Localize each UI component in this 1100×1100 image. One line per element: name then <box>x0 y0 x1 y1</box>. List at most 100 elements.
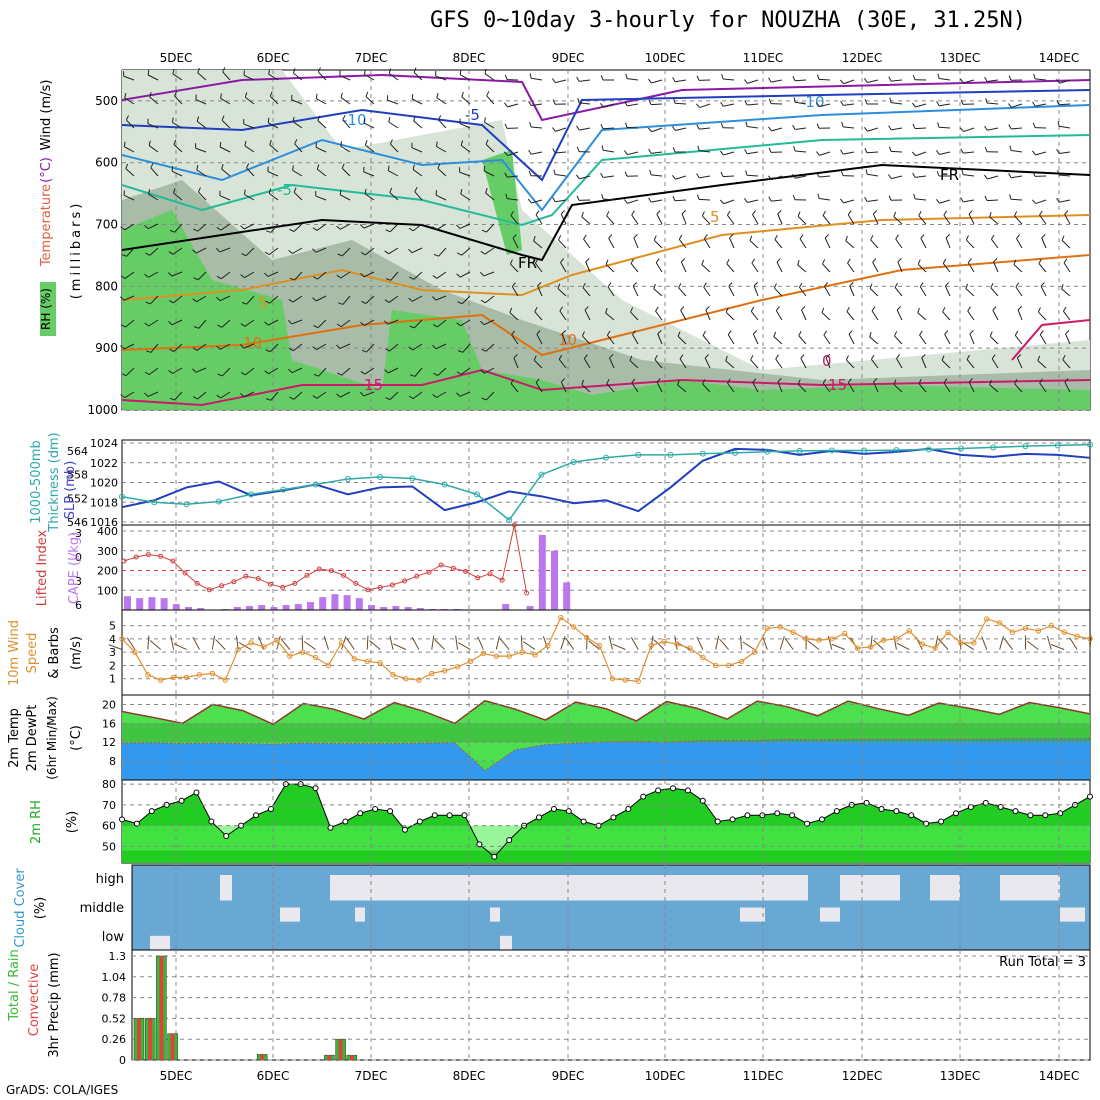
wind-barb-flag <box>485 139 489 145</box>
wind-barb <box>891 79 903 82</box>
wind-barb-flag <box>266 230 272 233</box>
wind-barb <box>845 359 855 369</box>
wind-speed-point <box>196 672 203 678</box>
wind-barb-flag <box>648 78 652 84</box>
wind-barb-flag <box>750 355 754 361</box>
wind-barb-flag <box>847 378 852 383</box>
wind-barb <box>944 334 951 345</box>
wind-barb <box>607 286 615 297</box>
wind-barb-flag <box>864 148 868 153</box>
wind-barb <box>317 168 327 177</box>
wind-speed-point <box>351 656 358 662</box>
wind-barb <box>438 119 447 129</box>
wind-barb <box>1061 288 1071 297</box>
wind-barb <box>798 335 807 345</box>
contour-label: FR <box>518 254 537 272</box>
thickness-tick: 552 <box>67 492 88 505</box>
wind-barb-flag <box>984 195 988 201</box>
lifted-tick: -3 <box>71 527 82 540</box>
wind-barb-flag <box>680 258 686 263</box>
wind-barb-flag <box>816 102 820 107</box>
thickness-point <box>925 446 932 453</box>
wind-barb-flag <box>1031 199 1036 204</box>
pressure-axis-label: (millibars) <box>69 201 84 300</box>
contour-label: 5 <box>710 208 720 226</box>
wind-barb-flag <box>705 306 710 311</box>
wind-barb-flag <box>336 393 341 398</box>
wind-barb-flag <box>894 331 898 337</box>
wind-barb-flag <box>288 347 294 352</box>
wind-barb <box>315 247 327 253</box>
wind-barb <box>1014 383 1023 393</box>
wind-barb <box>915 198 927 201</box>
wind-barb <box>246 295 255 305</box>
wind-barb-flag <box>340 141 343 147</box>
thickness-tick: 546 <box>67 516 88 529</box>
thickness-point <box>506 517 513 524</box>
wind-barb-flag <box>600 124 604 129</box>
wind-barb-flag <box>313 373 319 377</box>
wind-barb <box>627 103 639 107</box>
wind-speed-point <box>996 620 1003 626</box>
wind-barb-flag <box>551 127 556 132</box>
wind-barb <box>869 336 879 345</box>
wind-barb <box>987 79 999 83</box>
wind-barb <box>560 262 567 273</box>
wind-barb <box>244 271 255 279</box>
wind-barb <box>108 644 123 650</box>
wind-barb-flag <box>629 355 633 361</box>
wind-barb <box>124 391 135 399</box>
wind-barb <box>968 213 975 225</box>
wind-barb <box>1014 335 1023 345</box>
wind-barb-flag <box>1037 307 1041 313</box>
wind-barb <box>268 319 279 326</box>
wind-barb-flag <box>606 330 611 336</box>
wind-barb-flag <box>528 170 532 176</box>
wind-barb-flag <box>240 344 245 349</box>
wind-barb <box>987 175 999 180</box>
wind-barb <box>1050 644 1065 650</box>
wind-speed-point <box>261 644 267 650</box>
wind-barb-flag <box>485 188 488 194</box>
wind-barb <box>293 343 303 352</box>
top-date-label: 11DEC <box>743 51 783 65</box>
wind-barb <box>341 367 351 376</box>
wind-barb <box>867 127 879 132</box>
cape-bar <box>172 604 180 610</box>
wind-barb <box>555 199 567 203</box>
wind-barb <box>124 97 135 105</box>
wind-barb <box>243 123 255 129</box>
wind-barb <box>364 319 375 326</box>
wind-barb-flag <box>633 234 638 239</box>
wind-barb <box>477 636 484 650</box>
wind-barb <box>1016 357 1023 369</box>
wind-barb <box>346 637 355 650</box>
wind-barb <box>698 198 711 201</box>
wind-barb-flag <box>504 172 508 178</box>
wind-barb <box>702 335 711 345</box>
wind-barb <box>460 193 471 201</box>
wind-speed-point <box>596 642 603 649</box>
wind-barb-flag <box>720 150 724 156</box>
lifted-index-point <box>255 576 261 582</box>
wind-barb-flag <box>148 140 151 146</box>
thickness-tick: 558 <box>67 469 88 482</box>
wind-barb-flag <box>822 259 826 265</box>
wind-barb-flag <box>585 258 590 263</box>
wind-barb <box>723 151 735 156</box>
wind-speed-point <box>390 672 396 678</box>
wind-barb <box>1058 174 1071 177</box>
lifted-index-point <box>499 577 505 583</box>
wind-barb <box>919 334 927 345</box>
wind-barb-flag <box>985 98 988 104</box>
wind-barb-flag <box>744 198 748 203</box>
wind-speed-point <box>519 649 525 655</box>
precip-tick: 0.26 <box>102 1033 127 1046</box>
wind-barb <box>893 384 903 393</box>
wind-speed-point <box>919 641 925 647</box>
temp-tick: 8 <box>109 755 116 768</box>
wind-barb <box>579 102 591 105</box>
wind-barb-flag <box>768 196 772 202</box>
wind-barb <box>651 127 663 133</box>
